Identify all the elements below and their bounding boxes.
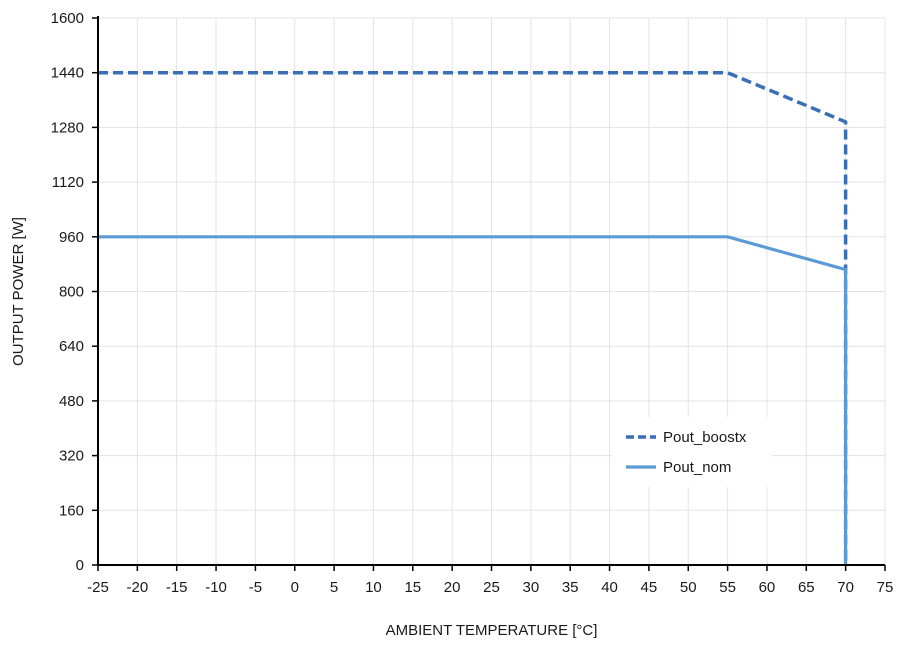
y-tick-label: 640 [59,338,84,355]
x-tick-label: -25 [87,579,109,596]
axes: -25 -20 -15 -10 -5 0 5 10 15 20 25 30 35 40 45 50 55 60 65… [51,10,894,596]
y-tick-label: 1600 [51,10,84,27]
x-tick-label: -10 [205,579,227,596]
x-tick-label: 40 [601,579,618,596]
x-tick-label: 25 [483,579,500,596]
x-tick-label: 45 [641,579,658,596]
series-line-pout-nom [98,235,848,565]
x-tick-label: 60 [759,579,776,596]
x-tick-label: 30 [523,579,540,596]
x-tick-label: 65 [798,579,815,596]
x-tick-label: 5 [330,579,338,596]
x-tick-label: 70 [837,579,854,596]
y-tick-label: 0 [76,557,84,574]
legend-box [612,417,772,487]
y-tick-label: 160 [59,502,84,519]
x-axis-title: AMBIENT TEMPERATURE [°C] [386,622,598,639]
series-layer [98,70,848,565]
y-tick-label: 800 [59,284,84,301]
legend-label: Pout_boostx [663,429,747,446]
x-tick-label: 55 [719,579,736,596]
y-tick-label: 1280 [51,119,84,136]
x-tick-label: 0 [291,579,299,596]
y-tick-label: 320 [59,448,84,465]
y-tick-label: 480 [59,393,84,410]
y-tick-label: 960 [59,229,84,246]
x-tick-label: 75 [877,579,894,596]
y-tick-label: 1120 [52,174,84,191]
legend: Pout_boostx Pout_nom [612,417,772,487]
x-tick-label: 35 [562,579,579,596]
x-tick-label: -15 [166,579,188,596]
y-tick-label: 1440 [51,65,84,82]
y-axis-title: OUTPUT POWER [W] [10,217,27,366]
x-tick-label: 50 [680,579,697,596]
x-tick-label: 10 [365,579,382,596]
x-tick-label: -20 [127,579,149,596]
x-tick-label: 15 [404,579,421,596]
x-tick-label: -5 [249,579,262,596]
x-tick-label: 20 [444,579,461,596]
legend-label: Pout_nom [663,459,731,476]
